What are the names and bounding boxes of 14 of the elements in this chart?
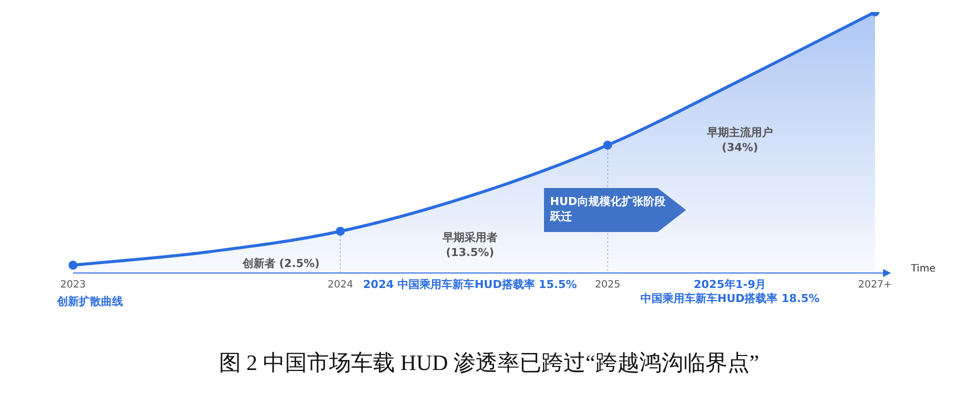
- annotation: 早期主流用户 (34%): [706, 125, 774, 155]
- x-tick-label: 2027+: [858, 280, 892, 291]
- annotation: 创新者 (2.5%): [241, 256, 321, 271]
- text: 创新扩散曲线: [57, 294, 124, 309]
- text: 2025年1-9月: [692, 277, 768, 292]
- text: 2024 中国乘用车新车HUD搭载率 15.5%: [363, 278, 577, 291]
- text: 图 2 中国市场车载 HUD 渗透率已跨过“跨越鸿沟临界点”: [218, 349, 760, 377]
- annotation: HUD向规模化扩张阶段跃迁: [550, 194, 666, 224]
- x-axis-title: Time: [910, 264, 936, 275]
- x-tick-label: 2025: [594, 280, 620, 291]
- annotation: 早期采用者 (13.5%): [442, 230, 498, 260]
- x-tick-label: 2023: [60, 280, 86, 291]
- x-tick-label: 2024: [328, 280, 354, 291]
- text: 中国乘用车新车HUD搭载率 18.5%: [639, 291, 821, 306]
